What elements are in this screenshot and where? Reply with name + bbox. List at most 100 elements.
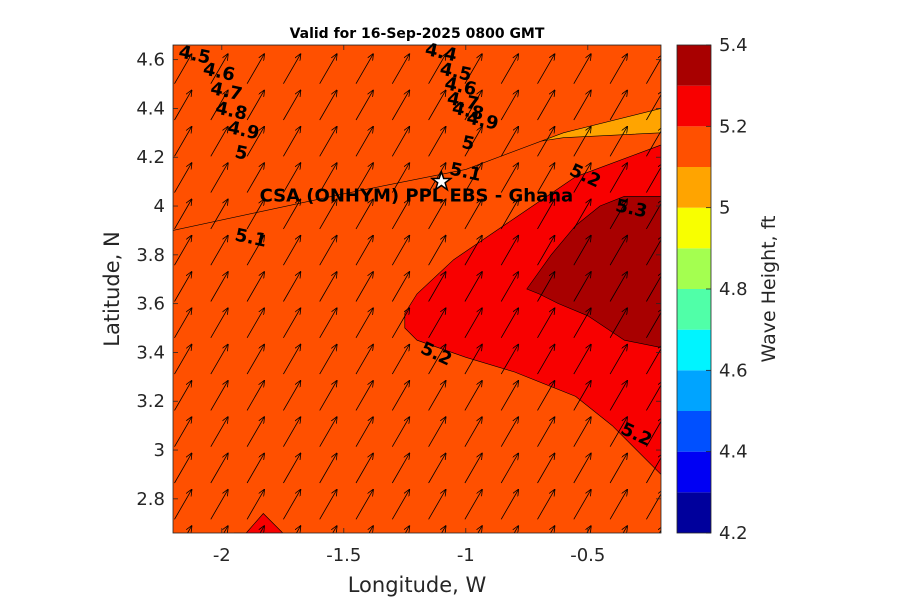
wave-arrow (646, 54, 661, 84)
wave-arrow (246, 417, 264, 447)
colorbar-swatch (677, 167, 711, 208)
wave-arrow (428, 454, 446, 484)
wave-arrow (609, 200, 627, 230)
colorbar-tick-label: 4.4 (719, 442, 748, 463)
wave-arrow (609, 91, 627, 121)
wave-arrow (609, 417, 627, 447)
wave-arrow (283, 308, 300, 339)
wave-arrow (428, 417, 446, 447)
wave-arrow (355, 345, 373, 375)
wave-arrow (355, 127, 373, 157)
wave-arrow (246, 272, 264, 302)
contour-label: 5 (460, 132, 477, 155)
wave-arrow (500, 200, 518, 230)
wave-arrow (174, 91, 192, 121)
wave-arrow (355, 381, 373, 411)
wave-arrow (319, 54, 337, 84)
x-tick-label: -2 (213, 545, 231, 566)
wave-arrow (283, 200, 300, 230)
wave-arrow (210, 308, 228, 339)
wave-arrow (428, 127, 446, 157)
y-tick-label: 3.4 (136, 342, 165, 363)
wave-arrow (391, 454, 409, 484)
wave-arrow (646, 236, 661, 266)
wave-arrow (573, 417, 591, 447)
wave-arrow (464, 163, 482, 193)
wave-arrow (391, 272, 409, 302)
contour-zone-5.2 (234, 513, 284, 533)
wave-arrow (537, 200, 555, 230)
x-tick-label: -0.5 (570, 545, 605, 566)
wave-arrow (319, 236, 337, 266)
wave-arrow (174, 54, 192, 84)
wave-arrow (538, 526, 555, 533)
y-tick-label: 4.6 (136, 50, 165, 71)
wave-arrow (210, 417, 228, 447)
wave-arrow (573, 200, 591, 230)
wave-arrow (646, 200, 661, 230)
colorbar-tick-label: 5.4 (719, 35, 748, 56)
chart-title: Valid for 16-Sep-2025 0800 GMT (290, 26, 545, 42)
y-tick-label: 3.2 (136, 391, 165, 412)
wave-arrow (537, 127, 555, 157)
wave-arrow (210, 200, 228, 230)
wave-arrow (428, 272, 446, 302)
wave-arrow (174, 163, 192, 193)
wave-arrow (609, 163, 627, 193)
wave-arrow (464, 308, 482, 339)
wave-arrow (174, 200, 192, 230)
wave-arrow (464, 91, 482, 121)
wave-arrow (573, 490, 591, 520)
wave-arrow (319, 381, 337, 411)
wave-arrow (500, 381, 518, 411)
wave-arrow (646, 526, 661, 533)
wave-arrow (537, 236, 555, 266)
x-tick-label: -1 (457, 545, 475, 566)
wave-arrow (646, 417, 661, 447)
wave-arrow (500, 54, 518, 84)
wave-arrow (573, 236, 591, 266)
wave-arrow (391, 163, 409, 193)
wave-arrow (646, 345, 661, 375)
colorbar-swatch (677, 85, 711, 127)
wave-arrow (646, 163, 661, 193)
wave-arrow (537, 417, 555, 447)
wave-arrow (246, 490, 264, 520)
plot-frame (172, 44, 662, 534)
wave-arrow (610, 526, 627, 533)
wave-arrow (283, 272, 300, 302)
wave-arrow (355, 54, 373, 84)
wave-arrow (247, 526, 264, 533)
wave-arrow (537, 381, 555, 411)
wave-arrow (500, 308, 518, 339)
wave-arrow (573, 91, 591, 121)
y-tick-label: 3.6 (136, 294, 165, 315)
wave-arrow (500, 163, 518, 193)
wave-arrow (283, 127, 300, 157)
wave-arrow (174, 127, 192, 157)
wave-arrow (391, 417, 409, 447)
wave-arrow (283, 381, 300, 411)
wave-arrow (609, 308, 627, 339)
wave-arrow (210, 54, 228, 84)
wave-arrow (609, 272, 627, 302)
wave-arrow (246, 345, 264, 375)
colorbar-swatch (677, 370, 711, 411)
wave-arrow (174, 381, 192, 411)
wave-arrow (646, 127, 661, 157)
wave-arrow (355, 272, 373, 302)
y-axis: 2.8 3 3.2 3.4 3.6 3.8 4 4.2 4.4 4.6 (136, 50, 661, 510)
wave-arrow (646, 454, 661, 484)
wave-arrow (246, 381, 264, 411)
wave-arrow (210, 272, 228, 302)
wave-arrow (391, 236, 409, 266)
wave-arrow (319, 417, 337, 447)
wave-arrow (355, 163, 373, 193)
wave-arrow (355, 490, 373, 520)
y-tick-label: 4.2 (136, 147, 165, 168)
wave-arrow (537, 54, 555, 84)
wave-arrow (246, 163, 264, 193)
wave-arrow (283, 345, 300, 375)
wave-arrow (609, 127, 627, 157)
